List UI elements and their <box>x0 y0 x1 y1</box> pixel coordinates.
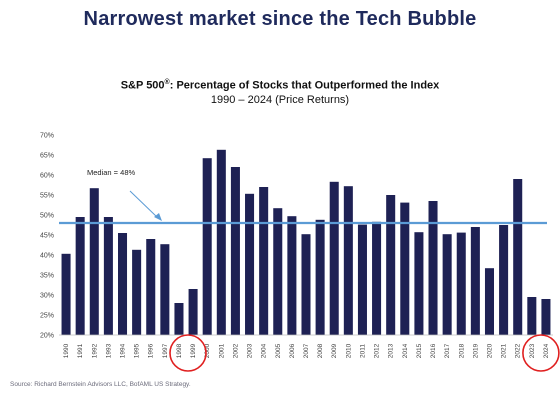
x-tick-label: 2013 <box>388 343 395 358</box>
x-tick-label: 2000 <box>204 343 211 358</box>
y-tick-label: 60% <box>40 173 54 180</box>
highlight-circle-1998-1999 <box>169 334 207 372</box>
x-tick-label: 1991 <box>77 343 84 358</box>
bar-2007 <box>301 234 311 335</box>
bar-2013 <box>386 195 396 335</box>
x-tick-label: 2010 <box>345 343 352 358</box>
bar-2020 <box>484 268 494 335</box>
x-tick-label: 2024 <box>543 343 550 358</box>
bar-2011 <box>357 224 367 335</box>
bar-2002 <box>230 167 240 335</box>
y-tick-label: 45% <box>40 233 54 240</box>
bar-1995 <box>132 249 142 335</box>
bar-2022 <box>513 179 523 335</box>
x-tick-label: 1990 <box>63 343 70 358</box>
bar-2018 <box>456 232 466 335</box>
y-tick-label: 20% <box>40 333 54 340</box>
highlight-circle-2023-2024 <box>522 334 560 372</box>
bar-2012 <box>372 221 382 335</box>
x-tick-label: 2023 <box>529 343 536 358</box>
x-tick-label: 1996 <box>148 343 155 358</box>
x-tick-label: 2016 <box>430 343 437 358</box>
bar-1994 <box>118 233 128 335</box>
chart-subtitle: 1990 – 2024 (Price Returns) <box>210 94 350 106</box>
y-tick-label: 50% <box>40 213 54 220</box>
bar-1991 <box>75 217 85 335</box>
bar-2004 <box>259 187 269 335</box>
x-tick-label: 1998 <box>176 343 183 358</box>
bar-2010 <box>343 186 353 335</box>
bar-2024 <box>541 299 551 335</box>
x-tick-label: 2019 <box>472 343 479 358</box>
x-tick-label: 2001 <box>218 343 225 358</box>
bar-2016 <box>428 201 438 335</box>
x-tick-label: 2002 <box>232 343 239 358</box>
median-arrowhead <box>154 213 162 221</box>
bar-2014 <box>400 202 410 335</box>
registered-mark: ® <box>164 79 170 86</box>
x-tick-label: 1993 <box>105 343 112 358</box>
y-tick-label: 70% <box>40 133 54 140</box>
bar-2001 <box>216 149 226 335</box>
bar-2015 <box>414 232 424 335</box>
median-arrow-shaft <box>129 190 159 219</box>
x-tick-label: 1995 <box>134 343 141 358</box>
x-tick-label: 2020 <box>486 343 493 358</box>
x-tick-label: 2006 <box>289 343 296 358</box>
x-tick-label: 2012 <box>374 343 381 358</box>
x-tick-label: 2003 <box>247 343 254 358</box>
x-tick-label: 1999 <box>190 343 197 358</box>
bar-1992 <box>89 188 99 335</box>
x-tick-label: 2009 <box>331 343 338 358</box>
x-tick-label: 2014 <box>402 343 409 358</box>
x-tick-label: 2017 <box>444 343 451 358</box>
y-tick-label: 55% <box>40 193 54 200</box>
bar-1999 <box>188 289 198 335</box>
bar-2021 <box>499 225 509 335</box>
y-tick-label: 35% <box>40 273 54 280</box>
x-tick-label: 2022 <box>515 343 522 358</box>
x-tick-label: 2005 <box>275 343 282 358</box>
bar-1990 <box>61 253 71 335</box>
x-tick-label: 2011 <box>359 344 366 358</box>
bar-1998 <box>174 303 184 335</box>
bar-1993 <box>103 217 113 335</box>
bar-2023 <box>527 297 537 335</box>
bar-1997 <box>160 244 170 335</box>
y-tick-label: 30% <box>40 293 54 300</box>
x-tick-label: 2018 <box>458 343 465 358</box>
y-tick-label: 25% <box>40 313 54 320</box>
bar-2017 <box>442 234 452 335</box>
x-tick-label: 2015 <box>416 343 423 358</box>
bar-2009 <box>329 181 339 335</box>
y-tick-label: 65% <box>40 153 54 160</box>
page-headline: Narrowest market since the Tech Bubble <box>83 8 477 30</box>
x-tick-label: 2021 <box>501 343 508 358</box>
chart-title: S&P 500®: Percentage of Stocks that Outp… <box>120 79 440 92</box>
median-annotation: Median = 48% <box>87 168 135 177</box>
x-tick-label: 2007 <box>303 343 310 358</box>
source-note: Source: Richard Bernstein Advisors LLC, … <box>10 381 191 388</box>
y-tick-label: 40% <box>40 253 54 260</box>
bar-2019 <box>470 227 480 335</box>
x-tick-label: 2004 <box>261 343 268 358</box>
x-tick-label: 1994 <box>120 343 127 358</box>
x-tick-label: 2008 <box>317 343 324 358</box>
bar-2005 <box>273 208 283 335</box>
bar-1996 <box>146 239 156 335</box>
bar-2000 <box>202 158 212 335</box>
x-tick-label: 1992 <box>91 343 98 358</box>
bar-2006 <box>287 216 297 335</box>
bar-2003 <box>245 193 255 335</box>
x-tick-label: 1997 <box>162 343 169 358</box>
bar-2008 <box>315 219 325 335</box>
